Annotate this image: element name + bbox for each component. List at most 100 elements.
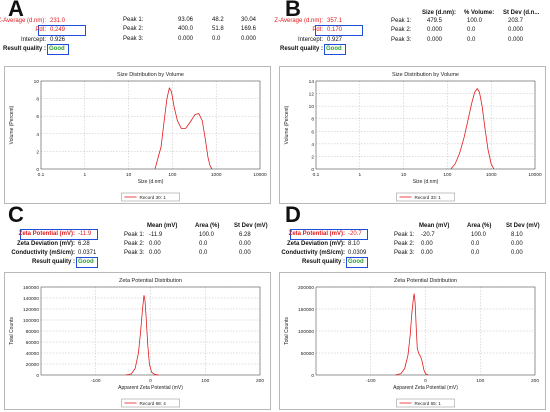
y-tick-label: 0 xyxy=(311,373,314,379)
chart-svg: Zeta Potential Distribution 0 50000 100000 1… xyxy=(284,278,539,408)
stat-label: Conductivity (mS/cm): xyxy=(11,250,75,256)
stat-label: Intercept: xyxy=(20,37,46,43)
quality-highlight-box xyxy=(47,44,69,55)
stat-label: Z-Average (d.nm): xyxy=(274,18,323,24)
y-tick-label: 8 xyxy=(36,97,39,103)
quality-highlight-box xyxy=(76,257,98,268)
y-tick-label: 100000 xyxy=(23,318,39,324)
peak-value: -11.9 xyxy=(149,232,163,238)
panel-b: B Z-Average (d.nm): 357.1 PdI: 0.170 Int… xyxy=(274,0,550,206)
chart-title: Size Distribution by Volume xyxy=(392,72,459,78)
stat-value: -11.9 xyxy=(78,231,92,237)
x-tick-label: 0.1 xyxy=(38,172,45,178)
series-line xyxy=(125,295,159,376)
peak-value: 100.0 xyxy=(471,232,487,238)
panel-letter: D xyxy=(285,202,301,227)
peak-label: Peak 1: xyxy=(391,18,412,24)
peak-value: 0.0 xyxy=(212,36,221,42)
y-tick-label: 0 xyxy=(311,167,314,173)
peak-value: 0.00 xyxy=(421,241,433,247)
peak-header: Area (%) xyxy=(195,223,220,229)
y-axis-label: Total Counts xyxy=(9,317,15,345)
peak-value: 0.0 xyxy=(471,250,480,256)
stat-row-quality: Result quality : Good xyxy=(280,45,367,54)
stat-value: 0.0309 xyxy=(348,250,367,256)
chart-title: Zeta Potential Distribution xyxy=(119,278,182,284)
x-tick-label: 1000 xyxy=(211,172,222,178)
stat-label: Result quality : xyxy=(301,259,345,265)
x-tick-label: 1 xyxy=(358,172,361,178)
x-tick-label: 0.1 xyxy=(313,172,320,178)
x-tick-label: 200 xyxy=(256,378,264,384)
y-tick-label: 12 xyxy=(309,92,315,98)
peak-value: 0.00 xyxy=(239,250,251,256)
peak-value: -20.7 xyxy=(421,232,435,238)
y-tick-label: 40000 xyxy=(26,351,40,357)
stat-row-pdi: PdI: 0.249 xyxy=(10,26,90,35)
zeta-highlight-box xyxy=(20,229,98,240)
y-tick-label: 2 xyxy=(311,154,314,160)
peak-value: 0.0 xyxy=(467,37,476,43)
quality-value: Good xyxy=(78,259,94,265)
stat-label: Zeta Deviation (mV): xyxy=(286,241,345,247)
peak-value: 0.00 xyxy=(421,250,433,256)
peak-header: Area (%) xyxy=(467,223,492,229)
peak-label: Peak 3: xyxy=(394,250,415,256)
stat-row-z-average: Z-Average (d.nm): 357.1 xyxy=(274,17,367,26)
peak-value: 0.00 xyxy=(149,241,161,247)
series-line xyxy=(154,86,213,170)
peak-header: St Dev (d.n... xyxy=(503,10,540,16)
stat-label: Intercept: xyxy=(297,37,323,43)
stat-label: Zeta Potential (mV): xyxy=(18,231,75,237)
peak-value: 0.00 xyxy=(239,241,251,247)
zeta-distribution-chart: Zeta Potential Distribution 0 20000 40000 60… xyxy=(4,272,271,410)
peak-label: Peak 2: xyxy=(391,27,412,33)
peak-header: Size (d.nm): xyxy=(422,10,456,16)
x-tick-label: 1000 xyxy=(486,172,497,178)
legend-label: Record 65: 1 xyxy=(415,401,442,406)
y-tick-label: 140000 xyxy=(23,296,39,302)
stat-value: 0.927 xyxy=(327,37,343,43)
legend-label: Record 33: 1 xyxy=(415,195,442,200)
peak-value: 6.28 xyxy=(239,232,251,238)
chart-svg: Zeta Potential Distribution 0 20000 40000 60… xyxy=(9,278,264,408)
quality-highlight-box xyxy=(346,257,368,268)
x-tick-label: 0 xyxy=(424,378,427,384)
peak-value: 0.0 xyxy=(199,250,208,256)
legend-box xyxy=(121,192,180,202)
peak-header: Mean (mV) xyxy=(147,223,178,229)
y-tick-label: 14 xyxy=(309,79,315,85)
peak-label: Peak 3: xyxy=(123,36,144,42)
legend-label: Record 68: 4 xyxy=(140,401,167,406)
stat-row-pdi: PdI: 0.170 xyxy=(287,26,367,35)
chart-svg: Size Distribution by Volume 0 2 4 6 8 10 0.1 1 10… xyxy=(9,72,267,202)
stat-label: PdI: xyxy=(35,27,46,33)
x-tick-label: 200 xyxy=(531,378,539,384)
chart-title: Size Distribution by Volume xyxy=(117,72,184,78)
peak-label: Peak 2: xyxy=(123,26,144,32)
stat-row-intercept: Intercept: 0.927 xyxy=(287,36,367,45)
x-tick-label: 100 xyxy=(201,378,209,384)
stat-row-conductivity: Conductivity (mS/cm): 0.0371 xyxy=(10,249,105,258)
stat-value: -20.7 xyxy=(348,231,362,237)
peak-label: Peak 1: xyxy=(124,232,145,238)
stat-label: Result quality : xyxy=(279,46,323,52)
peak-value: 479.5 xyxy=(427,18,443,24)
peak-value: 0.0 xyxy=(199,241,208,247)
x-tick-label: -100 xyxy=(366,378,376,384)
quality-value: Good xyxy=(49,46,65,52)
x-tick-label: 10000 xyxy=(528,172,542,178)
x-tick-label: 0 xyxy=(149,378,152,384)
peak-label: Peak 1: xyxy=(394,232,415,238)
y-tick-label: 2 xyxy=(36,149,39,155)
peak-label: Peak 3: xyxy=(391,37,412,43)
y-axis-label: Volume (Percent) xyxy=(284,105,290,144)
stat-value: 0.926 xyxy=(50,37,66,43)
chart-svg: Size Distribution by Volume 0 2 4 6 8 10 12 14 0.… xyxy=(284,72,542,202)
panel-a: A Z-Average (d.nm): 231.0 PdI: 0.249 Int… xyxy=(0,0,275,206)
peak-value: 48.2 xyxy=(212,17,224,23)
zeta-highlight-box xyxy=(290,229,368,240)
peak-label: Peak 2: xyxy=(394,241,415,247)
panel-d: D Zeta Potential (mV): -20.7 Zeta Deviat… xyxy=(275,202,550,412)
y-tick-label: 50000 xyxy=(301,351,315,357)
